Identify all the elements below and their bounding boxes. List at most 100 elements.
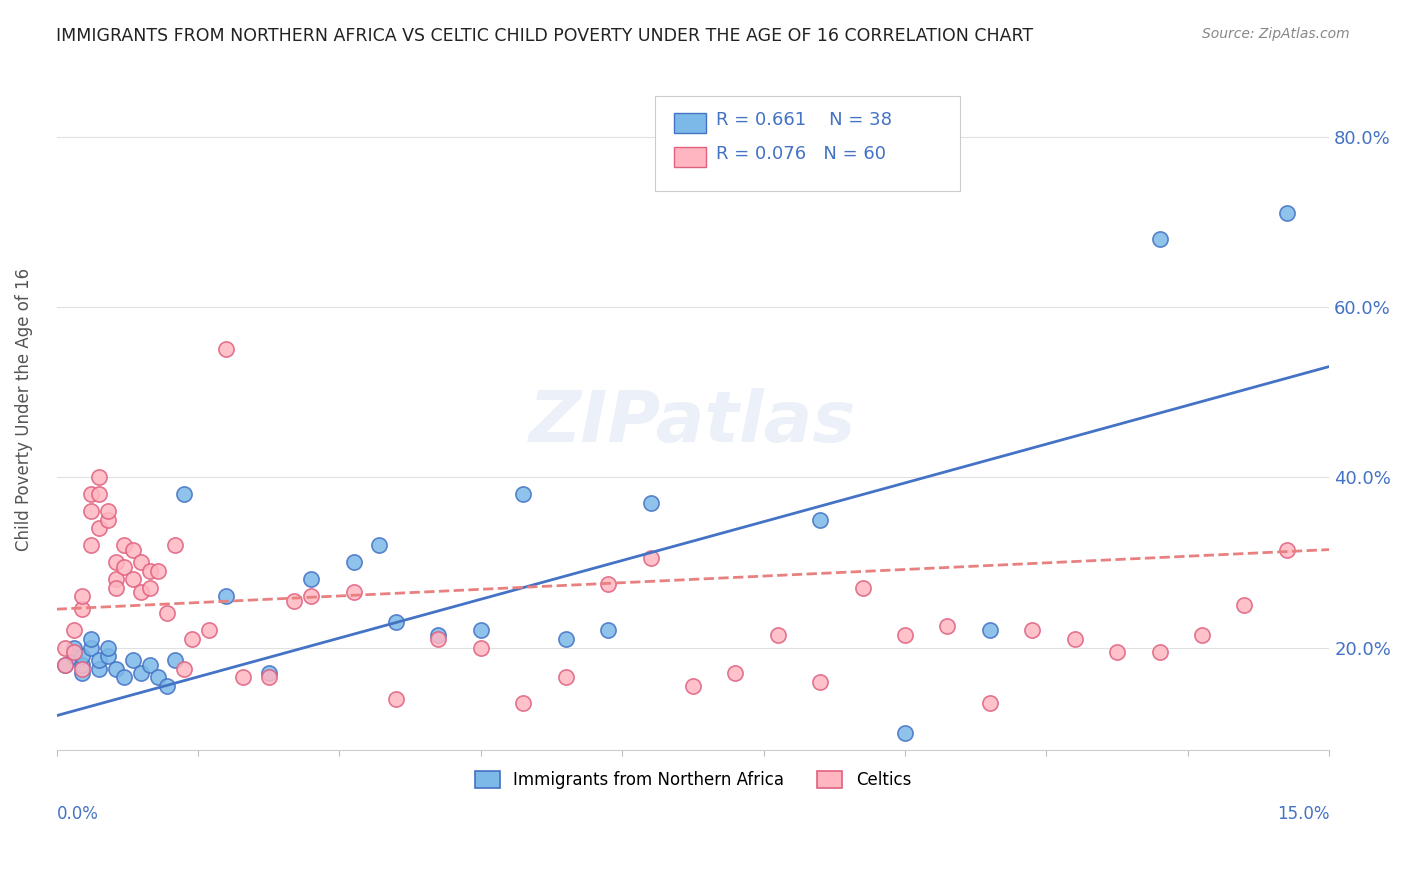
Point	[554, 632, 576, 646]
Point	[427, 632, 450, 646]
Legend: Immigrants from Northern Africa, Celtics: Immigrants from Northern Africa, Celtics	[468, 764, 918, 796]
Point	[470, 640, 492, 655]
Point	[131, 585, 153, 599]
Point	[96, 513, 118, 527]
Point	[342, 555, 364, 569]
Point	[156, 679, 179, 693]
Point	[70, 662, 93, 676]
Point	[232, 670, 254, 684]
Point	[215, 343, 238, 357]
Point	[165, 653, 187, 667]
Point	[87, 487, 110, 501]
Point	[1149, 232, 1171, 246]
Point	[554, 670, 576, 684]
Point	[342, 585, 364, 599]
Point	[596, 576, 619, 591]
Point	[299, 573, 322, 587]
Point	[173, 662, 195, 676]
Y-axis label: Child Poverty Under the Age of 16: Child Poverty Under the Age of 16	[15, 268, 32, 550]
Point	[1107, 645, 1129, 659]
Point	[215, 590, 238, 604]
Point	[96, 640, 118, 655]
FancyBboxPatch shape	[673, 112, 706, 133]
Point	[470, 624, 492, 638]
Point	[1021, 624, 1043, 638]
Point	[62, 624, 84, 638]
Point	[70, 657, 93, 672]
Point	[512, 487, 534, 501]
Point	[139, 657, 162, 672]
Point	[936, 619, 959, 633]
FancyBboxPatch shape	[673, 147, 706, 168]
Point	[53, 657, 76, 672]
Point	[198, 624, 221, 638]
Point	[70, 666, 93, 681]
Point	[894, 725, 917, 739]
Point	[148, 670, 170, 684]
Point	[79, 538, 101, 552]
Point	[79, 632, 101, 646]
Point	[283, 593, 305, 607]
Point	[156, 607, 179, 621]
Point	[299, 590, 322, 604]
Point	[682, 679, 704, 693]
Point	[79, 504, 101, 518]
Point	[70, 590, 93, 604]
Point	[131, 555, 153, 569]
Point	[62, 640, 84, 655]
Point	[114, 670, 136, 684]
Point	[87, 653, 110, 667]
Point	[808, 513, 831, 527]
Point	[87, 662, 110, 676]
Point	[139, 581, 162, 595]
Point	[512, 696, 534, 710]
Point	[87, 521, 110, 535]
Point	[808, 674, 831, 689]
Point	[596, 624, 619, 638]
Point	[640, 496, 662, 510]
Point	[1063, 632, 1085, 646]
Text: ZIPatlas: ZIPatlas	[529, 388, 856, 458]
Text: R = 0.661    N = 38: R = 0.661 N = 38	[716, 111, 891, 128]
Point	[427, 628, 450, 642]
Point	[70, 648, 93, 663]
Point	[122, 653, 145, 667]
Point	[766, 628, 789, 642]
Point	[62, 645, 84, 659]
Point	[87, 470, 110, 484]
Point	[53, 657, 76, 672]
Point	[979, 624, 1001, 638]
Point	[122, 573, 145, 587]
Text: R = 0.076   N = 60: R = 0.076 N = 60	[716, 145, 886, 162]
Point	[96, 504, 118, 518]
Point	[173, 487, 195, 501]
Point	[114, 538, 136, 552]
Point	[257, 666, 280, 681]
Point	[894, 628, 917, 642]
Point	[165, 538, 187, 552]
Point	[1149, 645, 1171, 659]
Point	[105, 662, 128, 676]
Point	[122, 542, 145, 557]
Point	[139, 564, 162, 578]
Point	[368, 538, 391, 552]
FancyBboxPatch shape	[655, 95, 960, 191]
Point	[1275, 542, 1298, 557]
Text: IMMIGRANTS FROM NORTHERN AFRICA VS CELTIC CHILD POVERTY UNDER THE AGE OF 16 CORR: IMMIGRANTS FROM NORTHERN AFRICA VS CELTI…	[56, 27, 1033, 45]
Point	[79, 487, 101, 501]
Point	[724, 666, 747, 681]
Point	[105, 555, 128, 569]
Point	[105, 573, 128, 587]
Point	[1275, 206, 1298, 220]
Point	[1191, 628, 1213, 642]
Point	[148, 564, 170, 578]
Point	[979, 696, 1001, 710]
Point	[79, 640, 101, 655]
Point	[852, 581, 875, 595]
Point	[53, 640, 76, 655]
Text: 15.0%: 15.0%	[1277, 805, 1329, 823]
Point	[105, 581, 128, 595]
Point	[385, 615, 408, 629]
Point	[257, 670, 280, 684]
Text: Source: ZipAtlas.com: Source: ZipAtlas.com	[1202, 27, 1350, 41]
